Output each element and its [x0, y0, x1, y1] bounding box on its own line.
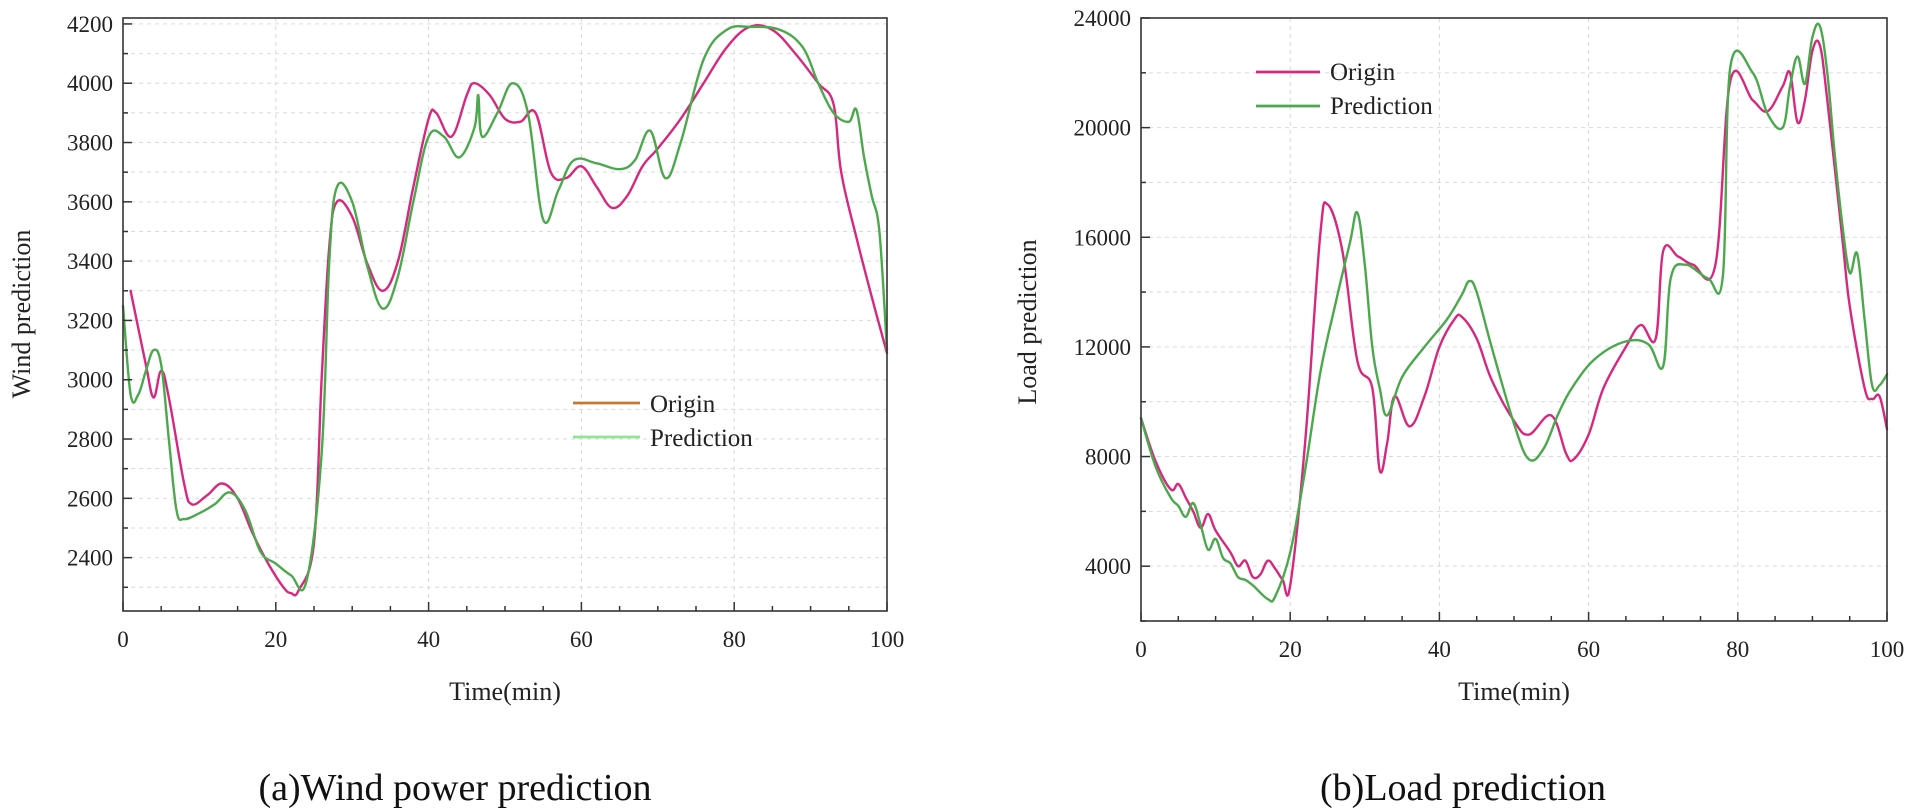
- wind-series-prediction: [121, 24, 889, 592]
- load-y-axis-label: Load prediction: [1013, 239, 1042, 404]
- wind-x-tick-label: 20: [264, 627, 287, 652]
- wind-y-tick-label: 4200: [67, 12, 113, 37]
- load-plot-frame: [1140, 17, 1888, 622]
- load-legend: Origin Prediction: [1256, 59, 1433, 120]
- wind-legend-origin-label: Origin: [650, 391, 716, 418]
- wind-y-tick-label: 4000: [67, 71, 113, 96]
- load-caption: (b)Load prediction: [1320, 767, 1606, 809]
- load-series-origin: [1139, 39, 1889, 597]
- wind-y-axis-label: Wind prediction: [7, 230, 36, 399]
- wind-axis-ticks: [122, 23, 888, 611]
- load-grid: [1141, 18, 1887, 621]
- load-chart: 0 20 40 60 80 100 4000 8000 12000 16000 20000 2400…: [1013, 6, 1904, 809]
- load-y-tick-label: 20000: [1074, 116, 1132, 141]
- wind-origin-line: [129, 23, 889, 597]
- wind-caption: (a)Wind power prediction: [258, 767, 651, 809]
- wind-plot-frame: [122, 17, 888, 612]
- wind-y-tick-label: 3000: [67, 368, 113, 393]
- wind-y-tick-labels: 2400 2600 2800 3000 3200 3400 3600 3800 4000 4200: [67, 12, 113, 571]
- wind-y-tick-label: 3600: [67, 190, 113, 215]
- load-legend-prediction-label: Prediction: [1330, 93, 1433, 120]
- wind-chart: 0 20 40 60 80 100 2400 2600 2800 3000 3200 3400 360…: [7, 12, 904, 809]
- wind-prediction-line: [121, 24, 889, 592]
- wind-x-tick-label: 60: [570, 627, 593, 652]
- wind-y-tick-label: 2400: [67, 546, 113, 571]
- load-origin-line: [1139, 39, 1889, 597]
- wind-y-tick-label: 2800: [67, 427, 113, 452]
- load-y-tick-label: 4000: [1085, 554, 1131, 579]
- wind-series-origin: [129, 23, 889, 597]
- wind-x-tick-label: 40: [417, 627, 440, 652]
- wind-x-tick-label: 0: [117, 627, 129, 652]
- wind-x-tick-label: 80: [723, 627, 746, 652]
- load-series-prediction: [1139, 22, 1889, 603]
- wind-legend: Origin Prediction: [573, 391, 753, 452]
- wind-y-tick-label: 3800: [67, 131, 113, 156]
- load-y-tick-label: 8000: [1085, 445, 1131, 470]
- load-x-axis-label: Time(min): [1458, 677, 1570, 706]
- load-x-tick-label: 80: [1726, 637, 1749, 662]
- load-y-tick-label: 12000: [1074, 335, 1132, 360]
- wind-y-tick-label: 3200: [67, 308, 113, 333]
- wind-x-tick-labels: 0 20 40 60 80 100: [117, 627, 904, 652]
- wind-grid: [123, 18, 887, 611]
- load-y-tick-label: 24000: [1074, 6, 1132, 31]
- wind-x-tick-label: 100: [870, 627, 905, 652]
- load-x-tick-labels: 0 20 40 60 80 100: [1135, 637, 1904, 662]
- wind-y-tick-label: 2600: [67, 486, 113, 511]
- load-axis-ticks: [1140, 17, 1888, 622]
- wind-legend-prediction-label: Prediction: [650, 425, 753, 452]
- load-y-tick-labels: 4000 8000 12000 16000 20000 24000: [1074, 6, 1132, 579]
- load-y-tick-label: 16000: [1074, 225, 1132, 250]
- load-x-tick-label: 60: [1577, 637, 1600, 662]
- load-x-tick-label: 0: [1135, 637, 1147, 662]
- load-legend-origin-label: Origin: [1330, 59, 1396, 86]
- load-x-tick-label: 40: [1428, 637, 1451, 662]
- load-prediction-line: [1139, 22, 1889, 603]
- load-x-tick-label: 100: [1870, 637, 1905, 662]
- wind-x-axis-label: Time(min): [449, 677, 561, 706]
- load-x-tick-label: 20: [1279, 637, 1302, 662]
- wind-y-tick-label: 3400: [67, 249, 113, 274]
